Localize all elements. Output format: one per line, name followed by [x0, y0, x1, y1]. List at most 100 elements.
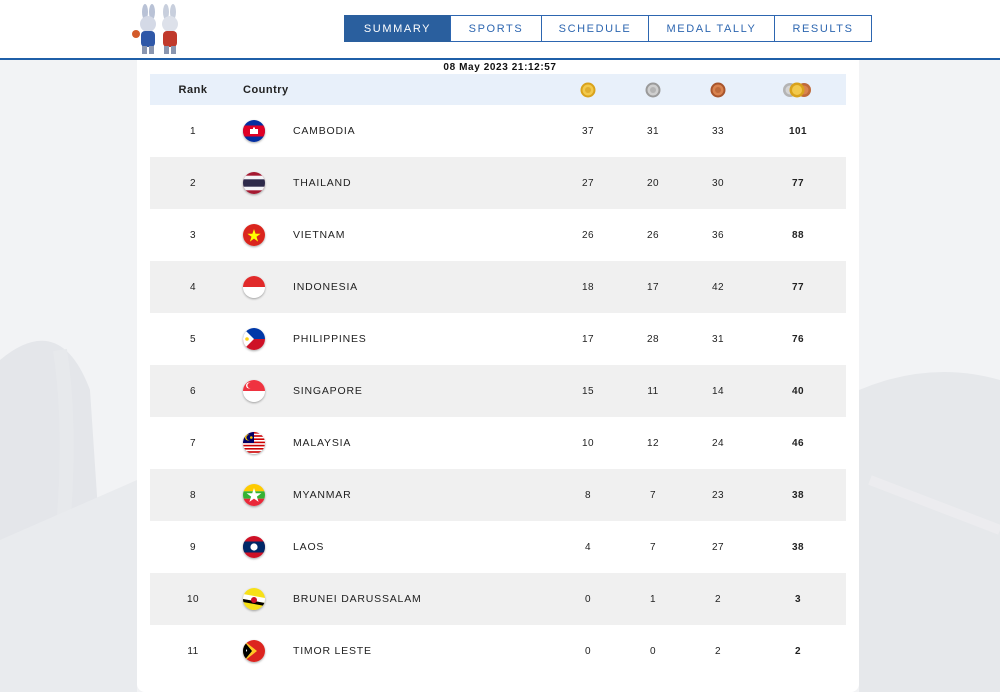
- gold-count: 37: [582, 125, 594, 137]
- silver-count: 7: [650, 489, 656, 501]
- main-nav: SUMMARY SPORTS SCHEDULE MEDAL TALLY RESU…: [344, 15, 872, 42]
- silver-count: 11: [647, 385, 659, 397]
- thailand-flag-icon: [243, 157, 267, 209]
- country-name: TIMOR LESTE: [293, 645, 372, 657]
- gold-count: 10: [582, 437, 594, 449]
- table-row[interactable]: 3 VIETNAM 26 26 36 88: [150, 209, 846, 261]
- bronze-count: 2: [715, 593, 721, 605]
- rank-cell: 4: [190, 281, 196, 293]
- gold-count: 4: [585, 541, 591, 553]
- rank-cell: 3: [190, 229, 196, 241]
- rank-cell: 11: [187, 645, 199, 657]
- total-count: 40: [792, 385, 804, 397]
- country-name: PHILIPPINES: [293, 333, 367, 345]
- gold-count: 0: [585, 593, 591, 605]
- country-name: MYANMAR: [293, 489, 352, 501]
- total-count: 88: [792, 229, 804, 241]
- table-row[interactable]: 10 BRUNEI DARUSSALAM 0 1 2 3: [150, 573, 846, 625]
- singapore-flag-icon: [243, 365, 267, 417]
- bronze-count: 23: [712, 489, 724, 501]
- rank-cell: 6: [190, 385, 196, 397]
- header-bar: SUMMARY SPORTS SCHEDULE MEDAL TALLY RESU…: [0, 0, 1000, 60]
- table-row[interactable]: 11 TIMOR LESTE 0 0 2 2: [150, 625, 846, 677]
- mascot-logo: [132, 4, 178, 54]
- medal-table: Rank Country 1 CAMBODIA 37 31 33 101: [150, 74, 846, 677]
- bronze-count: 36: [712, 229, 724, 241]
- total-count: 38: [792, 489, 804, 501]
- country-name: SINGAPORE: [293, 385, 363, 397]
- rank-cell: 2: [190, 177, 196, 189]
- gold-count: 15: [582, 385, 594, 397]
- table-row[interactable]: 9 LAOS 4 7 27 38: [150, 521, 846, 573]
- tab-schedule[interactable]: SCHEDULE: [541, 15, 649, 42]
- country-name: CAMBODIA: [293, 125, 356, 137]
- silver-count: 31: [647, 125, 659, 137]
- table-row[interactable]: 4 INDONESIA 18 17 42 77: [150, 261, 846, 313]
- country-name: BRUNEI DARUSSALAM: [293, 593, 422, 605]
- tab-results[interactable]: RESULTS: [774, 15, 872, 42]
- laos-flag-icon: [243, 521, 267, 573]
- rank-cell: 10: [187, 593, 199, 605]
- table-row[interactable]: 7 MALAYSIA 10 12 24 46: [150, 417, 846, 469]
- total-count: 38: [792, 541, 804, 553]
- gold-count: 17: [582, 333, 594, 345]
- total-count: 101: [789, 125, 807, 137]
- header-rank: Rank: [178, 83, 208, 96]
- total-count: 76: [792, 333, 804, 345]
- gold-count: 8: [585, 489, 591, 501]
- brunei-flag-icon: [243, 573, 267, 625]
- gold-count: 27: [582, 177, 594, 189]
- country-name: INDONESIA: [293, 281, 358, 293]
- country-name: LAOS: [293, 541, 325, 553]
- table-header: Rank Country: [150, 74, 846, 105]
- silver-count: 26: [647, 229, 659, 241]
- rank-cell: 1: [190, 125, 196, 137]
- silver-count: 20: [647, 177, 659, 189]
- timor-leste-flag-icon: [243, 625, 267, 677]
- country-name: THAILAND: [293, 177, 352, 189]
- total-count: 77: [792, 281, 804, 293]
- bronze-count: 30: [712, 177, 724, 189]
- rank-cell: 5: [190, 333, 196, 345]
- tab-sports[interactable]: SPORTS: [450, 15, 542, 42]
- rank-cell: 7: [190, 437, 196, 449]
- tab-summary[interactable]: SUMMARY: [344, 15, 451, 42]
- total-count: 77: [792, 177, 804, 189]
- tab-medal-tally[interactable]: MEDAL TALLY: [648, 15, 775, 42]
- silver-count: 7: [650, 541, 656, 553]
- gold-count: 26: [582, 229, 594, 241]
- rank-cell: 9: [190, 541, 196, 553]
- silver-count: 1: [650, 593, 656, 605]
- bronze-count: 14: [712, 385, 724, 397]
- table-row[interactable]: 2 THAILAND 27 20 30 77: [150, 157, 846, 209]
- silver-count: 0: [650, 645, 656, 657]
- philippines-flag-icon: [243, 313, 267, 365]
- silver-count: 12: [647, 437, 659, 449]
- country-name: MALAYSIA: [293, 437, 352, 449]
- silver-count: 17: [647, 281, 659, 293]
- silver-medal-icon: [645, 74, 661, 105]
- indonesia-flag-icon: [243, 261, 267, 313]
- silver-count: 28: [647, 333, 659, 345]
- vietnam-flag-icon: [243, 209, 267, 261]
- bronze-count: 31: [712, 333, 724, 345]
- bronze-count: 33: [712, 125, 724, 137]
- myanmar-flag-icon: [243, 469, 267, 521]
- table-row[interactable]: 8 MYANMAR 8 7 23 38: [150, 469, 846, 521]
- background-stadium-art: [0, 340, 1000, 692]
- header-country: Country: [243, 83, 289, 96]
- table-row[interactable]: 5 PHILIPPINES 17 28 31 76: [150, 313, 846, 365]
- bronze-medal-icon: [710, 74, 726, 105]
- bronze-count: 2: [715, 645, 721, 657]
- gold-count: 18: [582, 281, 594, 293]
- gold-count: 0: [585, 645, 591, 657]
- total-medals-icon: [782, 74, 812, 105]
- bronze-count: 27: [712, 541, 724, 553]
- last-updated-timestamp: 08 May 2023 21:12:57: [443, 62, 557, 73]
- bronze-count: 24: [712, 437, 724, 449]
- total-count: 2: [795, 645, 801, 657]
- rank-cell: 8: [190, 489, 196, 501]
- total-count: 46: [792, 437, 804, 449]
- table-row[interactable]: 6 SINGAPORE 15 11 14 40: [150, 365, 846, 417]
- table-row[interactable]: 1 CAMBODIA 37 31 33 101: [150, 105, 846, 157]
